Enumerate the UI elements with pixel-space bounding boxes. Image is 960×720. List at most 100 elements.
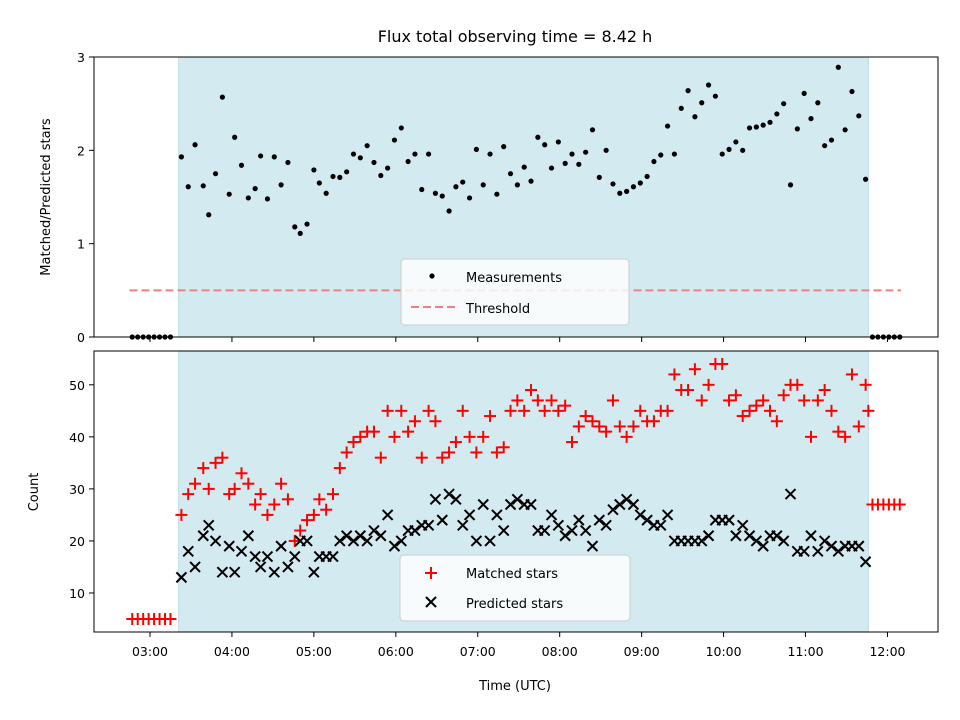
predicted-star-point	[736, 519, 749, 532]
predicted-star-point	[743, 530, 756, 542]
predicted-star-point	[275, 540, 287, 552]
predicted-star-point	[573, 514, 585, 526]
measurement-point	[330, 173, 336, 180]
predicted-star-point	[784, 488, 797, 500]
y-tick-label: 40	[69, 430, 85, 445]
measurement-point	[746, 125, 753, 131]
measurement-point	[323, 190, 329, 196]
bottom-x-ticks: 03:00 04:00 05:00 06:00 07:00 08:00 09:00 10:00…	[132, 632, 906, 659]
measurement-point	[705, 82, 712, 88]
matched-star-point	[340, 446, 353, 459]
matched-star-point	[723, 394, 736, 407]
measurement-point	[794, 126, 800, 132]
predicted-star-point	[504, 498, 517, 511]
y-tick-label: 10	[69, 586, 85, 601]
measurement-point	[412, 151, 418, 157]
predicted-star-point	[477, 498, 489, 511]
predicted-star-point	[254, 561, 267, 573]
measurement-point	[285, 159, 291, 166]
matched-star-point	[477, 430, 490, 443]
predicted-star-point	[859, 556, 872, 568]
predicted-star-point	[491, 509, 503, 521]
predicted-star-point	[197, 530, 209, 542]
measurement-point	[271, 154, 277, 160]
matched-star-point	[757, 394, 770, 407]
measurement-point	[740, 147, 746, 153]
measurement-point	[206, 212, 212, 218]
matched-star-point	[388, 430, 401, 443]
measurement-point	[808, 116, 814, 122]
predicted-star-point	[216, 566, 229, 578]
measurement-point	[501, 144, 507, 150]
top-legend: Measurements Threshold	[400, 258, 630, 326]
measurement-point	[200, 183, 206, 189]
measurement-point	[760, 122, 766, 128]
matched-star-point	[852, 420, 865, 433]
matched-star-point	[429, 415, 442, 428]
predicted-star-point	[203, 519, 215, 532]
predicted-star-point	[223, 540, 235, 552]
matched-star-point	[613, 420, 626, 433]
matched-star-point	[798, 394, 811, 407]
measurement-point	[562, 160, 568, 166]
matched-star-point	[301, 514, 314, 527]
chart-title: Flux total observing time = 8.42 h	[378, 27, 653, 46]
predicted-star-point	[470, 535, 483, 547]
measurement-point	[264, 196, 271, 202]
measurement-point	[589, 127, 596, 133]
measurement-point	[316, 180, 322, 186]
count-points	[126, 358, 906, 625]
matched-star-point	[449, 436, 462, 449]
measurement-point	[835, 64, 841, 70]
predicted-star-point	[634, 509, 646, 521]
measurement-point	[767, 119, 773, 125]
measurement-point	[391, 137, 398, 143]
matched-star-point	[893, 498, 906, 511]
matched-star-point	[791, 378, 804, 391]
measurement-point	[644, 173, 650, 180]
predicted-star-point	[209, 535, 222, 547]
measurement-point	[439, 193, 445, 199]
measurement-point	[535, 134, 541, 140]
predicted-star-point	[388, 540, 401, 552]
predicted-star-point	[579, 524, 592, 537]
matched-star-point	[254, 488, 267, 501]
measurement-point	[658, 152, 664, 158]
matched-star-point	[839, 430, 852, 443]
measurement-point	[398, 125, 404, 131]
matched-star-point	[408, 415, 421, 428]
predicted-star-point	[289, 550, 301, 563]
predicted-star-point	[559, 530, 571, 542]
predicted-star-point	[443, 488, 455, 500]
matched-star-point	[202, 482, 215, 495]
matched-star-point	[862, 404, 875, 417]
measurement-point	[337, 174, 343, 180]
matched-star-point	[497, 441, 510, 454]
predicted-star-point	[771, 530, 783, 542]
top-legend-box	[400, 258, 630, 326]
measurement-point	[385, 165, 391, 171]
predicted-star-point	[593, 514, 606, 526]
predicted-star-point	[607, 504, 619, 516]
matched-star-point	[307, 508, 320, 521]
top-panel: 0 1 2 3 Matched/Predicted stars Measurement…	[39, 50, 939, 345]
measurement-point	[292, 224, 298, 230]
bottom-y-axis-label: Count	[27, 473, 42, 512]
predicted-star-point	[655, 519, 667, 532]
matched-star-point	[281, 493, 294, 506]
measurement-point	[357, 155, 363, 161]
matched-star-point	[572, 420, 585, 433]
measurement-point	[212, 171, 219, 177]
measurement-point	[664, 123, 671, 129]
matched-star-point	[538, 404, 551, 417]
predicted-star-point	[368, 524, 380, 537]
measurement-point	[521, 164, 527, 170]
measurement-point	[617, 190, 623, 196]
x-tick-label: 03:00	[132, 644, 168, 659]
predicted-star-point	[586, 540, 599, 552]
measurement-point	[610, 181, 616, 187]
matched-star-point	[525, 384, 538, 397]
predicted-star-point	[832, 545, 845, 558]
matched-star-point	[627, 420, 640, 433]
matched-star-point	[235, 467, 248, 480]
